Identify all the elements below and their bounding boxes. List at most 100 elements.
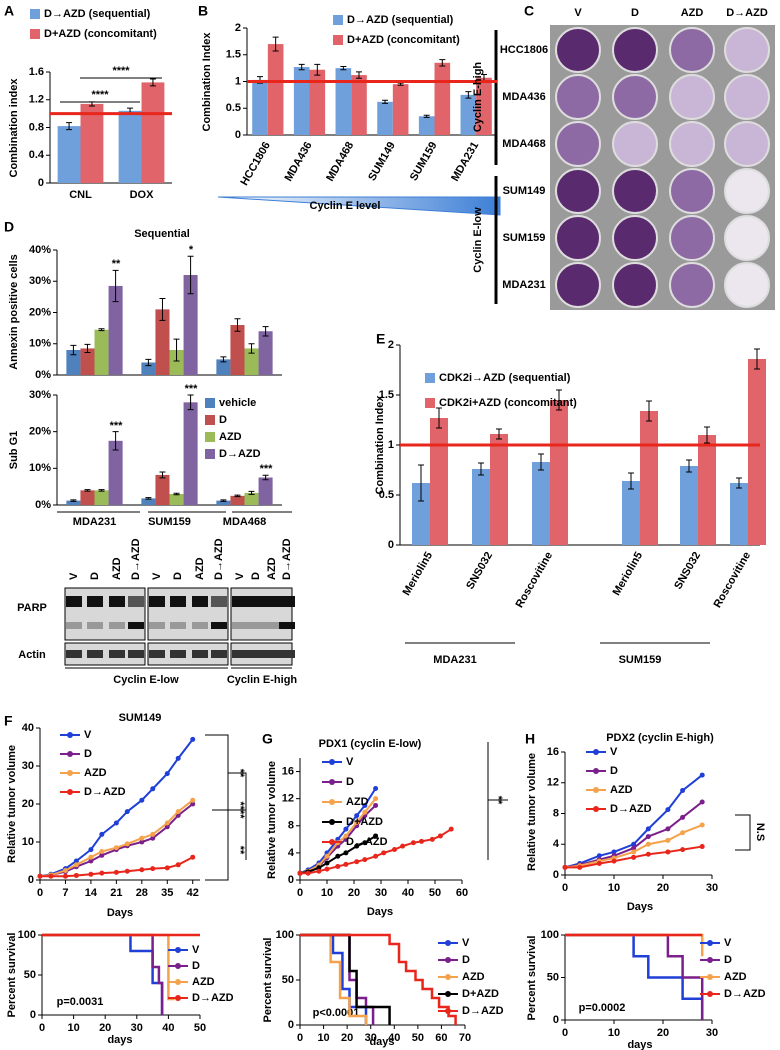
bar (258, 477, 273, 505)
bar (155, 309, 170, 375)
bar (309, 69, 326, 135)
point (354, 819, 360, 825)
x-tick-label: SUM159 (148, 516, 191, 528)
point (324, 866, 330, 872)
point (343, 861, 349, 867)
point (577, 864, 583, 870)
y-tick-label: 0 (38, 177, 44, 189)
plate (724, 74, 770, 120)
survival-curve (300, 933, 368, 1025)
legend-label: D→AZD (462, 1005, 504, 1017)
column-label: D (631, 7, 639, 19)
y-tick-label: 4 (553, 838, 560, 850)
lane-label: D→AZD (213, 538, 225, 580)
legend-label: AZD (724, 971, 747, 983)
error-bar (70, 344, 77, 356)
point (335, 863, 341, 869)
bar (392, 84, 409, 135)
point (175, 809, 181, 815)
point (645, 834, 651, 840)
annotation: *** (260, 463, 274, 475)
legend-marker (445, 991, 451, 997)
bar (216, 500, 231, 505)
bar (476, 77, 492, 135)
y-tick-label: 50 (24, 969, 36, 981)
legend-label: D (724, 954, 732, 966)
plate (612, 74, 658, 120)
panel-label: A (4, 3, 14, 19)
plate (612, 121, 658, 167)
legend-swatch (205, 415, 215, 425)
y-tick-label: 0.4 (29, 149, 45, 161)
point (113, 820, 119, 826)
legend-swatch (333, 35, 343, 45)
x-tick-label: 60 (456, 887, 468, 899)
column-label: AZD (681, 7, 704, 19)
y-tick-label: 8 (288, 820, 294, 832)
point (362, 802, 368, 808)
legend-label: D (219, 414, 227, 426)
y-tick-label: 0.5 (379, 489, 394, 501)
legend-label: AZD (84, 767, 107, 779)
point (631, 845, 637, 851)
x-tick-label: 40 (402, 887, 414, 899)
y-tick-label: 1.5 (379, 389, 394, 401)
point (665, 849, 671, 855)
series-line (39, 738, 194, 878)
annotation: **** (234, 801, 246, 819)
point (164, 824, 170, 830)
blot-box (147, 587, 229, 641)
error-bar (98, 328, 105, 332)
x-tick-label: 60 (435, 1032, 447, 1044)
y-axis-label: Sub G1 (8, 431, 20, 470)
error-bar (145, 497, 152, 500)
point (410, 840, 416, 846)
error-bar (84, 489, 91, 492)
bar (66, 350, 81, 375)
bar (108, 440, 123, 505)
point (631, 841, 637, 847)
y-axis-label: Annexin positive cells (8, 254, 20, 370)
annotation: * (189, 244, 194, 256)
point (429, 836, 435, 842)
lane-label: D (250, 572, 262, 580)
point (645, 851, 651, 857)
error-bar (88, 101, 95, 107)
point (335, 853, 341, 859)
x-tick-label: SUM159 (408, 140, 440, 183)
error-bar (272, 36, 279, 52)
y-tick-label: 2 (388, 339, 394, 351)
group-label: Cyclin E-high (472, 62, 484, 133)
point (99, 849, 105, 854)
legend-swatch (205, 449, 215, 459)
lane-label: D (172, 572, 184, 580)
legend-marker (329, 839, 335, 845)
point (596, 860, 602, 866)
y-tick-label: 50 (282, 974, 294, 986)
lane-label: AZD (111, 557, 123, 580)
point (381, 850, 387, 856)
point (611, 849, 617, 855)
point (665, 826, 671, 832)
x-tick-label: MDA231 (449, 140, 481, 184)
point (190, 801, 196, 807)
point (611, 858, 617, 864)
x-tick-label: 21 (110, 887, 122, 899)
blot-band (109, 622, 125, 629)
bar (108, 285, 123, 375)
bar (94, 490, 109, 505)
blot-box (64, 587, 146, 641)
point (99, 870, 105, 876)
bar (258, 331, 273, 375)
plate (555, 215, 601, 261)
error-bar (556, 389, 562, 411)
bar (244, 348, 259, 375)
bar (141, 82, 165, 183)
y-tick-label: 30 (22, 760, 34, 772)
blot-band (128, 622, 144, 629)
x-tick-label: 20 (657, 1027, 669, 1039)
y-tick-label: 1.5 (226, 49, 241, 61)
annotation: *** (185, 383, 199, 395)
panel-label: H (525, 731, 535, 747)
